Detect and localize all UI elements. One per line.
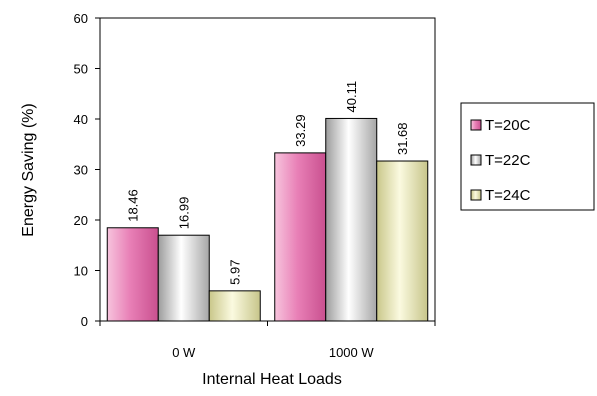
data-labels: 18.46 16.99 5.97 33.29 40.11 31.68 bbox=[126, 81, 411, 285]
legend-box bbox=[460, 102, 595, 211]
y-tick-label: 40 bbox=[74, 112, 88, 127]
y-tick-label: 30 bbox=[74, 163, 88, 178]
bar bbox=[157, 234, 210, 322]
y-tick-label: 20 bbox=[74, 213, 88, 228]
legend-swatch bbox=[470, 189, 482, 201]
x-tick-label: 0 W bbox=[172, 345, 196, 360]
legend: T=20C T=22C T=24C bbox=[460, 102, 595, 211]
legend-swatch bbox=[470, 154, 482, 166]
y-tick-label: 10 bbox=[74, 264, 88, 279]
y-tick-label: 0 bbox=[81, 314, 88, 329]
x-axis-title: Internal Heat Loads bbox=[202, 371, 342, 388]
y-axis: 0 10 20 30 40 50 60 bbox=[74, 11, 100, 329]
legend-label: T=20C bbox=[485, 117, 531, 134]
x-tick-label: 1000 W bbox=[329, 345, 375, 360]
bar bbox=[208, 290, 261, 322]
data-label: 33.29 bbox=[293, 114, 308, 147]
data-label: 31.68 bbox=[395, 122, 410, 155]
y-tick-label: 50 bbox=[74, 62, 88, 77]
legend-label: T=24C bbox=[485, 187, 531, 204]
data-label: 5.97 bbox=[228, 260, 243, 285]
data-label: 40.11 bbox=[344, 81, 359, 113]
legend-swatch bbox=[470, 119, 482, 131]
bar bbox=[274, 152, 327, 322]
legend-label: T=22C bbox=[485, 152, 531, 169]
data-label: 16.99 bbox=[177, 197, 192, 230]
x-axis: 0 W 1000 W bbox=[99, 321, 436, 360]
bar bbox=[106, 227, 159, 322]
bars bbox=[106, 117, 429, 322]
y-tick-label: 60 bbox=[74, 11, 88, 26]
data-label: 18.46 bbox=[126, 189, 141, 222]
bar bbox=[325, 117, 378, 322]
bar bbox=[376, 160, 429, 322]
y-axis-title: Energy Saving (%) bbox=[20, 103, 37, 236]
